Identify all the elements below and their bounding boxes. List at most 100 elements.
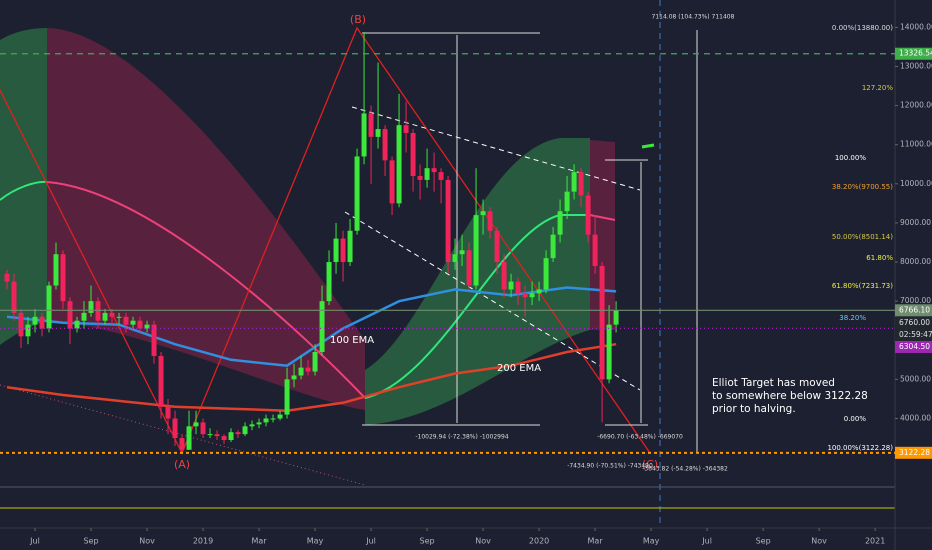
- candle-body: [459, 250, 465, 255]
- candle-body: [515, 281, 521, 294]
- y-tick-label: 14000.00: [900, 22, 932, 31]
- candle-body: [473, 215, 479, 286]
- measure-label: -7434.90 (-70.51%) -743490: [567, 463, 653, 470]
- wave-label: (A): [174, 458, 190, 471]
- candle-body: [291, 375, 297, 380]
- x-tick-label: Jul: [29, 537, 40, 546]
- candle-body: [137, 320, 143, 329]
- candle-body: [32, 316, 38, 325]
- x-tick-label: 2021: [865, 537, 885, 546]
- candle-body: [557, 211, 563, 235]
- x-tick-label: 2020: [529, 537, 549, 546]
- x-tick-label: 2019: [193, 537, 213, 546]
- ema-label: 100 EMA: [330, 335, 374, 346]
- candle-body: [144, 324, 150, 329]
- x-tick-label: May: [643, 537, 660, 546]
- candle-body: [207, 434, 213, 436]
- x-tick-label: Sep: [420, 537, 435, 546]
- fib-label: 38.20%: [839, 314, 866, 322]
- y-tick-label: 9000.00: [900, 218, 931, 227]
- candle-body: [102, 312, 108, 321]
- x-tick-label: Mar: [251, 537, 267, 546]
- wave-label: (B): [350, 13, 366, 26]
- fib-label: 0.00%: [844, 415, 867, 423]
- price-tag-label: 6766.10: [899, 305, 930, 314]
- y-tick-label: 13000.00: [900, 61, 932, 70]
- candle-body: [298, 367, 304, 376]
- candle-body: [277, 414, 283, 419]
- note-line: prior to halving.: [712, 403, 796, 415]
- candle-body: [354, 156, 360, 231]
- candle-body: [172, 418, 178, 439]
- candle-body: [508, 281, 514, 290]
- note-line: to somewhere below 3122.28: [712, 390, 868, 402]
- price-tag: [895, 446, 932, 459]
- candle-body: [599, 265, 605, 380]
- price-tag: [895, 317, 932, 329]
- x-tick-label: Jul: [701, 537, 712, 546]
- short-ema: [589, 214, 616, 221]
- candle-body: [396, 125, 402, 204]
- candle-body: [319, 301, 325, 352]
- candle-body: [158, 355, 164, 407]
- candle-body: [39, 316, 45, 329]
- candle-body: [494, 230, 500, 263]
- candle-body: [284, 379, 290, 415]
- candle-body: [333, 238, 339, 263]
- ema-label: 200 EMA: [497, 363, 541, 374]
- fib-label: 38.20%(9700.55): [832, 183, 893, 191]
- x-tick-label: Sep: [756, 537, 771, 546]
- measure-label: -3643.82 (-54.28%) -364382: [642, 466, 728, 473]
- x-tick-label: Nov: [475, 537, 491, 546]
- candle-body: [4, 273, 10, 282]
- candle-body: [480, 211, 486, 216]
- candle-body: [326, 262, 332, 302]
- measure-label: -6690.70 (-63.48%) -669070: [597, 434, 683, 441]
- band-pink: [590, 140, 615, 330]
- candle-body: [214, 434, 220, 437]
- x-tick-label: May: [307, 537, 324, 546]
- x-tick-label: Jul: [365, 537, 376, 546]
- candle-body: [11, 281, 17, 313]
- candle-body: [410, 132, 416, 176]
- fib-label: 0.00%(13880.00): [832, 24, 893, 32]
- price-tag-label: 02:59:47: [899, 330, 932, 339]
- candle-body: [67, 301, 73, 329]
- candle-body: [522, 293, 528, 298]
- elliott-wave: [0, 26, 651, 455]
- channel-line: [351, 106, 641, 191]
- price-tag: [895, 47, 932, 60]
- fib-label: 61.80%(7231.73): [832, 282, 893, 290]
- y-tick-label: 7000.00: [900, 296, 931, 305]
- wave-label: (C): [642, 458, 658, 471]
- candle-body: [74, 320, 80, 329]
- y-tick-label: 10000.00: [900, 179, 932, 188]
- candle-body: [606, 324, 612, 380]
- candle-body: [361, 113, 367, 157]
- candle-body: [256, 422, 262, 425]
- candle-body: [60, 254, 66, 302]
- ema-line: [6, 342, 617, 412]
- candle-body: [536, 289, 542, 294]
- candle-body: [305, 367, 311, 372]
- marker: [641, 143, 655, 149]
- candle-body: [221, 436, 227, 440]
- y-tick-label: 12000.00: [900, 101, 932, 110]
- note-line: Elliot Target has moved: [712, 377, 835, 389]
- candle-body: [543, 258, 549, 290]
- candle-body: [445, 179, 451, 263]
- y-tick-label: 4000.00: [900, 413, 931, 422]
- candle-body: [249, 424, 255, 427]
- y-tick-label: 11000.00: [900, 140, 932, 149]
- candle-body: [81, 312, 87, 321]
- candle-body: [347, 230, 353, 263]
- candle-body: [529, 293, 535, 298]
- price-tag-label: 6304.50: [899, 342, 930, 351]
- fib-label: 100.00%: [835, 154, 866, 162]
- candle-body: [592, 234, 598, 266]
- fib-label: 61.80%: [866, 254, 893, 262]
- candle-body: [95, 301, 101, 321]
